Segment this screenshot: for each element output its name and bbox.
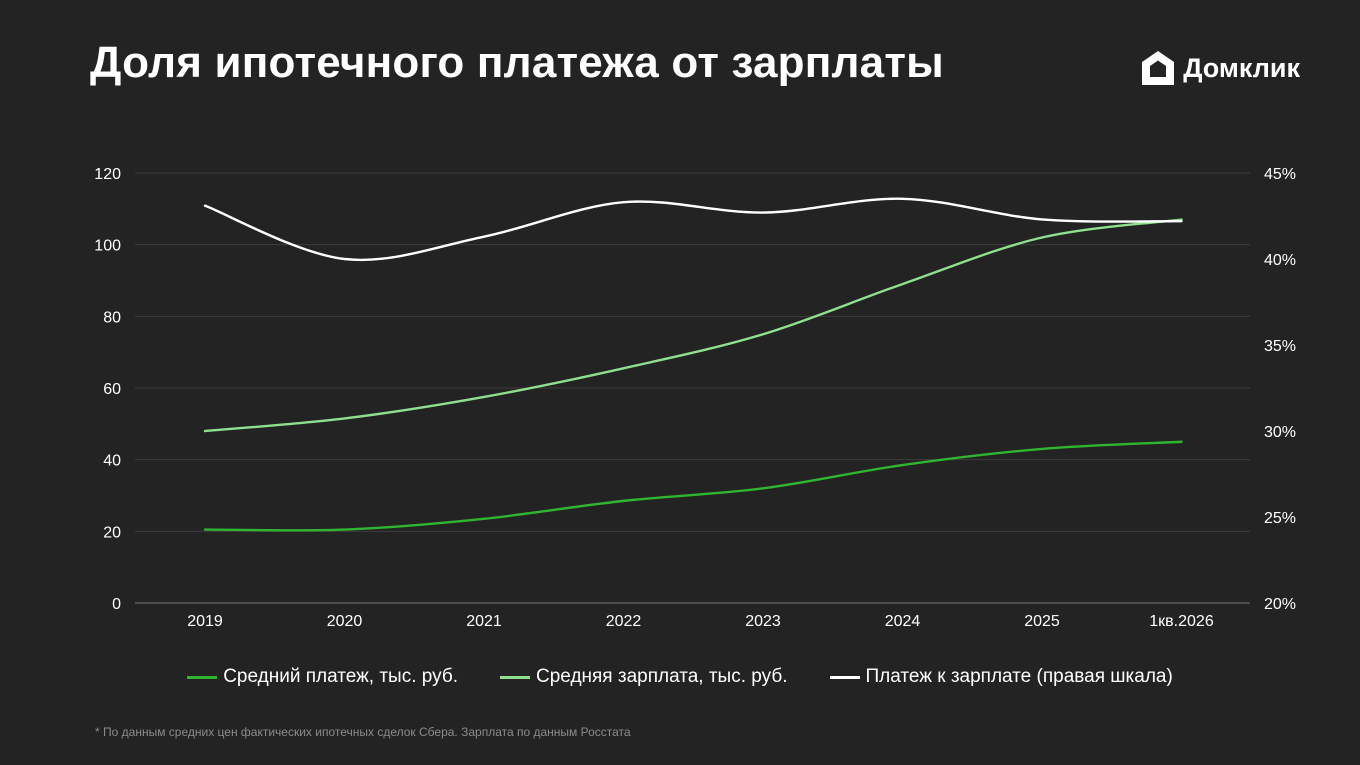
x-tick-label: 2020: [327, 613, 363, 630]
line-chart: 0 20 40 60 80 100 120 20% 25% 30% 35% 40% 45% 2019 202…: [94, 166, 1296, 630]
brand-logo: Домклик: [1141, 50, 1300, 86]
x-tick-label: 2021: [466, 613, 502, 630]
y-left-tick-label: 120: [94, 166, 121, 183]
legend-item-ratio: Платеж к зарплате (правая шкала): [829, 666, 1173, 688]
series-line-ratio: [203, 197, 1183, 262]
legend-label-payment: Средний платеж, тыс. руб.: [223, 666, 458, 687]
legend-item-payment: Средний платеж, тыс. руб.: [187, 666, 458, 688]
series-line-payment: [203, 440, 1183, 532]
y-right-tick-label: 40%: [1264, 252, 1296, 269]
y-right-tick-label: 35%: [1264, 338, 1296, 355]
x-tick-label: 2024: [885, 613, 921, 630]
chart-title: Доля ипотечного платежа от зарплаты: [90, 38, 944, 87]
chart-legend: Средний платеж, тыс. руб. Средняя зарпла…: [0, 666, 1360, 688]
legend-swatch-payment: [187, 675, 218, 679]
legend-label-salary: Средняя зарплата, тыс. руб.: [536, 666, 788, 687]
y-left-tick-label: 20: [103, 524, 121, 541]
footnote: * По данным средних цен фактических ипот…: [95, 725, 631, 739]
y-right-tick-label: 30%: [1264, 424, 1296, 441]
x-tick-label: 2019: [187, 613, 223, 630]
brand-name: Домклик: [1183, 52, 1300, 83]
x-tick-label: 2022: [606, 613, 642, 630]
y-left-tick-label: 0: [112, 596, 121, 613]
x-tick-label: 2025: [1024, 613, 1060, 630]
y-left-tick-label: 80: [103, 309, 121, 326]
y-right-tick-label: 20%: [1264, 596, 1296, 613]
y-left-tick-label: 100: [94, 238, 121, 255]
legend-swatch-salary: [500, 675, 530, 679]
series-line-salary: [203, 218, 1183, 433]
legend-item-salary: Средняя зарплата, тыс. руб.: [500, 666, 788, 688]
x-tick-label: 1кв.2026: [1149, 613, 1214, 630]
y-left-tick-label: 40: [103, 453, 121, 470]
legend-swatch-ratio: [829, 675, 860, 679]
domclick-house-icon: [1142, 51, 1175, 85]
y-right-tick-label: 25%: [1264, 510, 1296, 527]
legend-label-ratio: Платеж к зарплате (правая шкала): [865, 666, 1173, 687]
y-left-tick-label: 60: [103, 381, 121, 398]
x-tick-label: 2023: [745, 613, 781, 630]
y-right-tick-label: 45%: [1264, 166, 1296, 183]
